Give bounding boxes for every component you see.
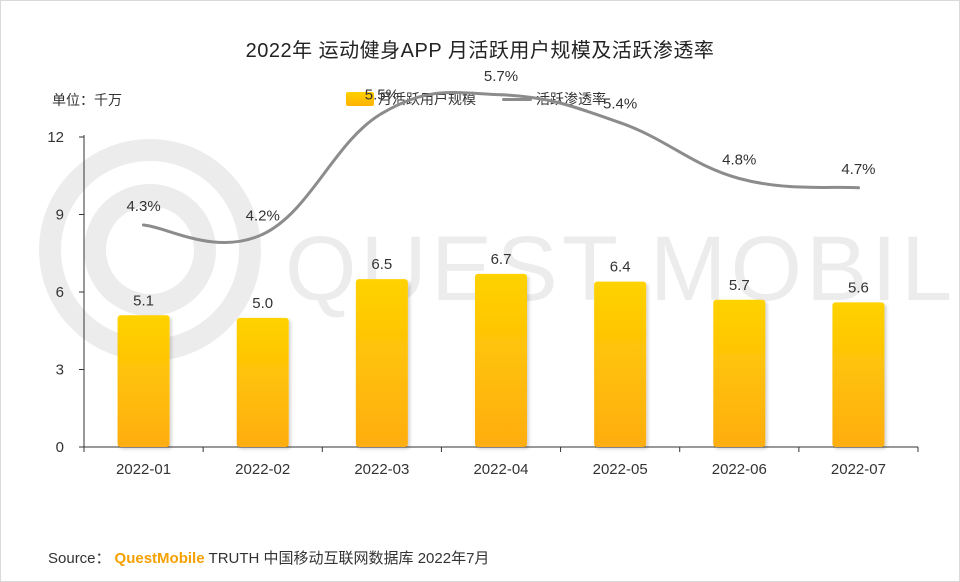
legend-bar-swatch [346, 92, 374, 106]
line-point-2022-05 [618, 121, 622, 125]
x-tick-label: 2022-04 [473, 461, 528, 478]
x-tick-label: 2022-01 [116, 461, 171, 478]
bar-data-label: 5.7 [729, 277, 750, 294]
line-point-2022-01 [142, 223, 146, 227]
y-tick-label: 9 [56, 207, 64, 224]
line-data-label: 4.7% [841, 161, 875, 178]
bar-data-label: 6.5 [371, 256, 392, 273]
bar-2022-03 [355, 279, 408, 447]
legend: 月活跃用户规模 活跃渗透率 [346, 89, 606, 109]
y-tick-label: 3 [56, 362, 64, 379]
line-data-label: 4.2% [246, 207, 280, 224]
bar-data-label: 5.1 [133, 292, 154, 309]
line-point-2022-06 [737, 177, 741, 180]
bar-data-label: 5.6 [848, 279, 869, 296]
line-data-label: 5.5% [365, 86, 399, 103]
line-point-2022-04 [499, 93, 503, 97]
unit-label: 单位：千万 [52, 92, 122, 108]
legend-line-swatch [502, 97, 532, 101]
y-tick-label: 6 [56, 284, 64, 301]
bar-2022-05 [594, 281, 647, 447]
y-tick-label: 12 [47, 129, 64, 146]
bar-data-label: 6.7 [491, 251, 512, 268]
chart-title: 2022年 运动健身APP 月活跃用户规模及活跃渗透率 [245, 40, 715, 62]
source-note: Source： QuestMobile TRUTH 中国移动互联网数据库 202… [48, 547, 489, 568]
x-tick-label: 2022-06 [712, 461, 767, 478]
line-data-label: 4.8% [722, 152, 756, 169]
bar-2022-01 [117, 315, 170, 447]
y-tick-label: 0 [56, 439, 64, 456]
x-tick-label: 2022-07 [831, 461, 886, 478]
bar-2022-06 [713, 299, 766, 447]
line-point-2022-07 [856, 186, 860, 190]
bar-2022-04 [475, 273, 527, 447]
bar-2022-02 [236, 317, 289, 447]
line-point-2022-03 [380, 111, 384, 115]
x-tick-label: 2022-03 [354, 461, 409, 478]
source-text: TRUTH 中国移动互联网数据库 2022年7月 [208, 550, 490, 567]
bar-data-label: 5.0 [252, 295, 273, 312]
source-brand: QuestMobile [114, 550, 205, 567]
bar-2022-07 [832, 302, 885, 447]
bar-data-label: 6.4 [610, 259, 631, 276]
line-data-label: 5.4% [603, 96, 637, 113]
x-tick-label: 2022-02 [235, 461, 290, 478]
line-data-label: 4.3% [126, 198, 160, 215]
line-data-label: 5.7% [484, 68, 518, 85]
legend-line-label: 活跃渗透率 [536, 91, 606, 107]
line-point-2022-02 [261, 232, 265, 236]
source-prefix: Source： [48, 550, 111, 567]
x-tick-label: 2022-05 [593, 461, 648, 478]
